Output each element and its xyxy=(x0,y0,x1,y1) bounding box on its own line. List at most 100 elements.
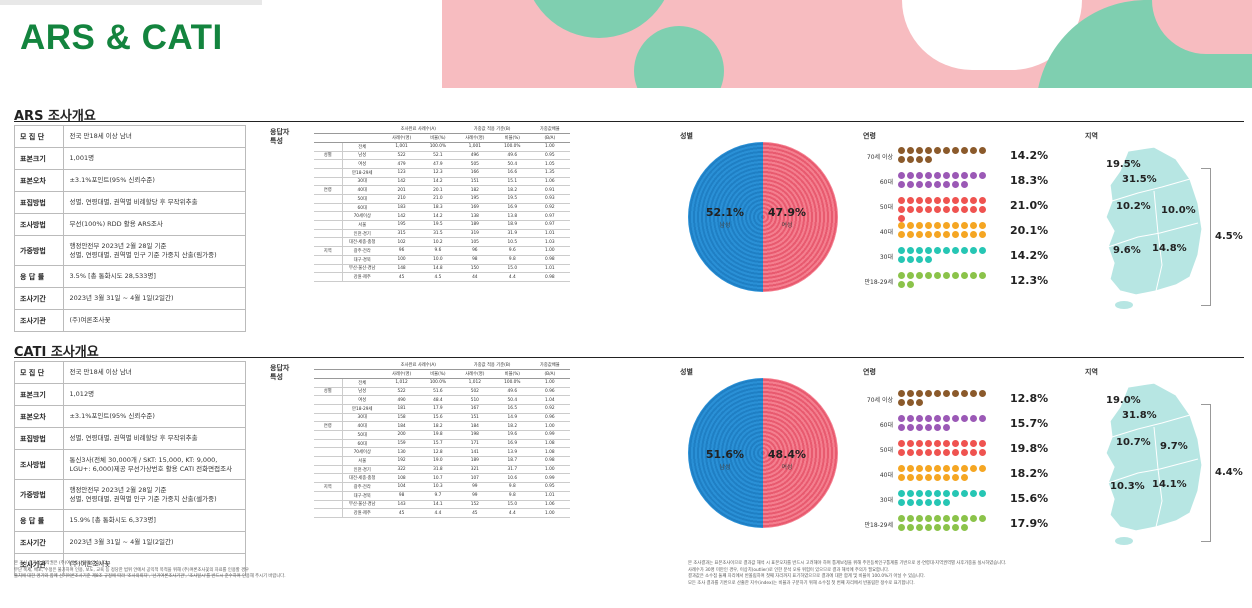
table-cell: 151 xyxy=(454,413,496,423)
ars-table-title: 응답자 특성 xyxy=(270,128,290,146)
table-cell xyxy=(314,194,343,204)
age-dot xyxy=(925,197,932,204)
table-cell: 9.8 xyxy=(495,491,530,501)
age-dots xyxy=(898,440,988,456)
table-cell: 4.5 xyxy=(421,272,455,282)
overview-key: 가중방법 xyxy=(13,479,65,510)
table-cell: 30대 xyxy=(342,177,382,187)
age-dots xyxy=(898,147,988,163)
overview-value: ±3.1%포인트(95% 신뢰수준) xyxy=(63,169,246,192)
overview-row: 조사기관 (주)여론조사꽃 xyxy=(13,309,246,332)
overview-value: 성별, 연령대별, 권역별 비례할당 후 무작위추출 xyxy=(63,427,246,450)
table-cell: 18.2 xyxy=(495,185,530,195)
age-dot xyxy=(907,449,914,456)
age-dot xyxy=(898,515,905,522)
header-rule xyxy=(0,0,262,5)
age-dot xyxy=(898,524,905,531)
ars-female-label: 47.9% 여성 xyxy=(767,206,807,229)
age-dot xyxy=(898,449,905,456)
age-dot xyxy=(952,197,959,204)
age-dot xyxy=(943,474,950,481)
table-cell: 319 xyxy=(454,229,496,239)
table-cell xyxy=(314,413,343,423)
footnotes-left: 본 조사 결과의 저작권은 (주)여론조사꽃에 있습니다. 무단 복제, 배포, … xyxy=(14,561,534,581)
age-dot xyxy=(970,440,977,447)
overview-value: 2023년 3월 31일 ~ 4월 1일(2일간) xyxy=(63,287,246,310)
age-value: 15.6% xyxy=(1010,492,1049,505)
table-cell xyxy=(314,395,343,405)
table-cell: 522 xyxy=(382,387,422,397)
age-dot xyxy=(916,197,923,204)
cati-region-jeolla: 10.3% xyxy=(1110,481,1145,492)
table-cell: 99 xyxy=(454,491,496,501)
table-cell: 40대 xyxy=(342,421,382,431)
table-cell: 1.00 xyxy=(529,421,570,431)
age-dot xyxy=(961,465,968,472)
age-dot xyxy=(934,222,941,229)
table-row: 70세이상 142 14.2 138 13.8 0.97 xyxy=(314,211,570,222)
table-cell: 159 xyxy=(382,439,422,449)
table-cell: 16.6 xyxy=(495,168,530,178)
ars-gender-title: 성별 xyxy=(680,132,693,140)
cati-sample-table: 조사완료 사례수(A) 가중값 적용 기준(B) 가중값배율 사례수(명) 비율(%) 사… xyxy=(314,361,570,518)
header-decoration xyxy=(442,0,1252,88)
age-label: 50대 xyxy=(879,204,893,211)
age-label: 만18-29세 xyxy=(864,522,893,529)
table-cell: 서울 xyxy=(342,456,382,466)
age-dots xyxy=(898,247,988,263)
table-cell: 10.0 xyxy=(421,255,455,265)
table-cell: 0.96 xyxy=(529,387,570,397)
table-cell xyxy=(314,168,343,178)
age-label: 60대 xyxy=(879,179,893,186)
age-dot xyxy=(961,197,968,204)
table-cell: 1.00 xyxy=(529,465,570,475)
age-dot xyxy=(934,490,941,497)
table-cell xyxy=(314,211,343,222)
table-header: 사례수(명) 비율(%) 사례수(명) 비율(%) (B/A) xyxy=(314,133,570,143)
table-cell: 0.91 xyxy=(529,185,570,195)
overview-row: 표본크기 1,001명 xyxy=(13,147,246,170)
age-dots xyxy=(898,490,988,506)
age-dot xyxy=(979,231,986,238)
age-dot xyxy=(925,256,932,263)
table-cell: 만18-29세 xyxy=(342,404,382,414)
age-dot xyxy=(961,449,968,456)
age-dots xyxy=(898,390,988,406)
table-cell: 14.1 xyxy=(421,500,455,510)
table-header-cell: 가중값 적용 기준(B) xyxy=(454,125,530,135)
table-row: 만18-29세 181 17.9 167 16.5 0.92 xyxy=(314,404,570,414)
table-cell: 184 xyxy=(382,421,422,431)
age-dots xyxy=(898,272,988,288)
age-dot xyxy=(916,515,923,522)
table-cell: 130 xyxy=(382,447,422,458)
age-dot xyxy=(961,172,968,179)
cati-korea-map xyxy=(1105,382,1203,545)
table-header-cell xyxy=(314,133,342,143)
age-dots xyxy=(898,172,988,188)
age-dot xyxy=(916,247,923,254)
table-row: 30대 142 14.2 151 15.1 1.06 xyxy=(314,177,570,187)
age-dot xyxy=(916,222,923,229)
table-row: 전체 1,001 100.0% 1,001 100.0% 1.00 xyxy=(314,142,570,152)
overview-row: 가중방법 행정안전부 2023년 2월 28일 기준 성별, 연령대별, 권역별 … xyxy=(13,235,246,266)
table-cell: 169 xyxy=(454,203,496,213)
table-cell: 181 xyxy=(382,404,422,414)
table-cell: 18.7 xyxy=(495,456,530,466)
table-cell: 0.92 xyxy=(529,203,570,213)
table-cell: 1.00 xyxy=(529,246,570,256)
table-cell: 광주·전라 xyxy=(342,482,382,492)
table-header-cell xyxy=(314,361,382,371)
table-cell xyxy=(314,456,343,466)
age-dot xyxy=(934,181,941,188)
age-dot xyxy=(934,424,941,431)
age-dots xyxy=(898,415,988,431)
age-dot xyxy=(898,156,905,163)
age-dot xyxy=(979,390,986,397)
table-cell xyxy=(314,272,343,282)
overview-key: 응 답 률 xyxy=(13,509,65,532)
table-cell: 100 xyxy=(382,255,422,265)
age-dot xyxy=(898,272,905,279)
age-dot xyxy=(952,206,959,213)
table-cell: 192 xyxy=(382,456,422,466)
table-cell: 14.9 xyxy=(495,413,530,423)
